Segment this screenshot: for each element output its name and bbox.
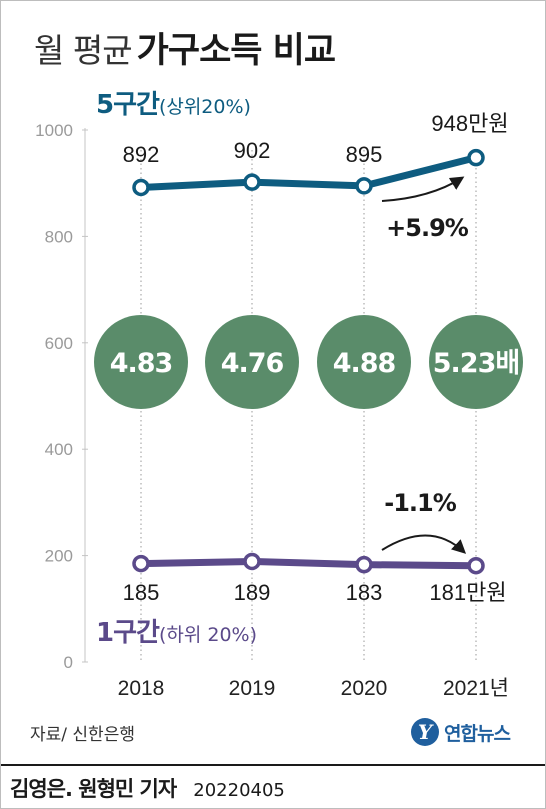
publish-date: 20220405 xyxy=(193,780,285,801)
y-tick-label: 1000 xyxy=(35,121,73,140)
ratio-label: 4.76 xyxy=(221,348,284,379)
series-point xyxy=(243,552,261,571)
y-tick-label: 800 xyxy=(45,227,73,246)
x-tick-label: 2019 xyxy=(229,677,276,700)
ratio-circle xyxy=(94,315,188,409)
title-prefix: 월 평균 xyxy=(34,31,133,70)
bottom-change-label: -1.1% xyxy=(384,489,456,517)
series-point xyxy=(355,177,373,195)
series-point xyxy=(467,148,485,167)
series-point xyxy=(467,556,485,575)
top-change-label: +5.9% xyxy=(386,214,469,242)
top-series-value-label: 902 xyxy=(234,138,271,163)
bottom-series-value-label: 185 xyxy=(123,580,160,605)
bottom-series-name: 1구간(하위 20%) xyxy=(96,618,257,648)
byline: 김영은. 원형민 기자 20220405 xyxy=(10,773,285,803)
bottom-series-name-note: (하위 20%) xyxy=(159,624,257,646)
series-point xyxy=(132,554,150,573)
bottom-series-value-label: 181만원 xyxy=(429,580,506,605)
yonhap-logo-icon: Y xyxy=(411,718,439,746)
bottom-series-value-label: 183 xyxy=(346,580,383,605)
top-series-value-label: 948만원 xyxy=(431,111,508,136)
series-point xyxy=(243,173,261,191)
y-tick-label: 0 xyxy=(64,653,73,672)
series-point xyxy=(132,178,150,197)
bottom-series-value-label: 189 xyxy=(234,580,271,605)
yonhap-logo: Y 연합뉴스 xyxy=(411,718,511,746)
top-series-name-main: 5구간 xyxy=(96,90,160,120)
series-line xyxy=(137,557,480,570)
y-tick-label: 400 xyxy=(45,440,73,459)
footer-divider xyxy=(1,764,545,766)
bottom-series-name-main: 1구간 xyxy=(96,618,160,648)
x-tick-label: 2020 xyxy=(341,677,388,700)
ratio-circle xyxy=(429,315,523,409)
series-line xyxy=(137,154,480,191)
x-tick-label: 2018 xyxy=(118,677,165,700)
title-main: 가구소득 비교 xyxy=(136,31,336,71)
ratio-circle xyxy=(317,315,411,409)
source-note: 자료/ 신한은행 xyxy=(30,725,135,745)
y-tick-label: 600 xyxy=(45,334,73,353)
series-point xyxy=(355,555,373,574)
yonhap-logo-text: 연합뉴스 xyxy=(444,722,511,745)
x-tick-label: 2021년 xyxy=(443,677,509,700)
ratio-label: 4.83 xyxy=(110,348,173,379)
bottom-change-arrow xyxy=(381,534,467,554)
chart-title: 월 평균 가구소득 비교 xyxy=(34,22,336,73)
top-change-arrow xyxy=(381,176,465,202)
ratio-label: 4.88 xyxy=(333,348,396,379)
y-tick-label: 200 xyxy=(45,547,73,566)
ratio-circle xyxy=(205,315,299,409)
reporter-names: 김영은. 원형민 기자 xyxy=(10,777,177,801)
top-series-value-label: 892 xyxy=(123,142,160,167)
ratio-label: 5.23배 xyxy=(433,348,519,379)
top-series-name-note: (상위20%) xyxy=(159,96,251,118)
top-series-value-label: 895 xyxy=(346,142,383,167)
top-series-name: 5구간(상위20%) xyxy=(96,90,251,120)
